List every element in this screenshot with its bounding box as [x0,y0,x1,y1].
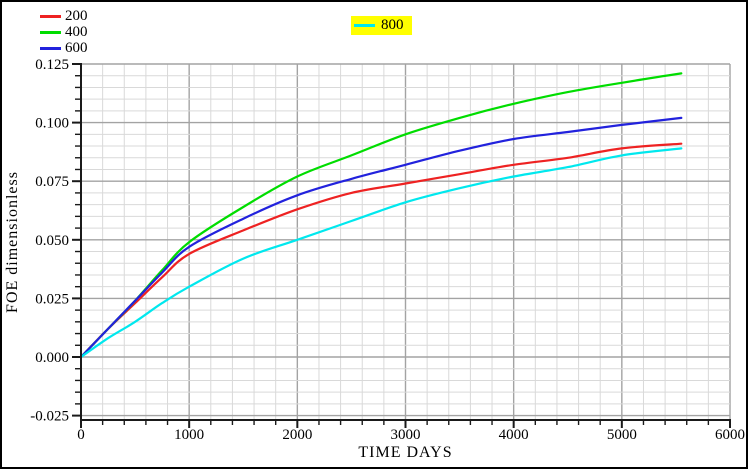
series-line-200 [79,142,683,359]
svg-text:2000: 2000 [282,427,312,443]
legend-swatch-400-icon [40,31,61,34]
svg-text:0.025: 0.025 [35,291,69,307]
legend: 200 400 600 [40,9,88,56]
svg-text:3000: 3000 [391,427,421,443]
x-axis-title: TIME DAYS [358,444,452,461]
legend-swatch-800-icon [354,24,375,27]
svg-text:6000: 6000 [715,427,745,443]
svg-text:0.050: 0.050 [35,233,69,249]
svg-text:5000: 5000 [607,427,637,443]
legend-swatch-200-icon [40,15,61,18]
legend-item-600[interactable]: 600 [40,41,88,56]
legend-item-400[interactable]: 400 [40,25,88,40]
legend-item-800-highlighted[interactable]: 800 [351,16,412,35]
series-line-400 [79,72,683,359]
series-line-600 [79,116,683,359]
svg-text:0.100: 0.100 [35,116,69,132]
svg-text:1000: 1000 [174,427,204,443]
svg-text:0.075: 0.075 [35,174,69,190]
svg-text:-0.025: -0.025 [30,409,69,425]
svg-text:0: 0 [77,427,85,443]
legend-label-400: 400 [65,24,88,40]
series-line-800 [79,147,683,359]
svg-text:0.125: 0.125 [35,57,69,73]
legend-swatch-600-icon [40,47,61,50]
svg-text:4000: 4000 [499,427,529,443]
y-axis-title: FOE dimensionless [4,171,21,313]
legend-label-200: 200 [65,8,88,24]
legend-item-200[interactable]: 200 [40,9,88,24]
svg-text:0.000: 0.000 [35,350,69,366]
legend-label-600: 600 [65,40,88,56]
legend-label-800: 800 [381,17,404,33]
